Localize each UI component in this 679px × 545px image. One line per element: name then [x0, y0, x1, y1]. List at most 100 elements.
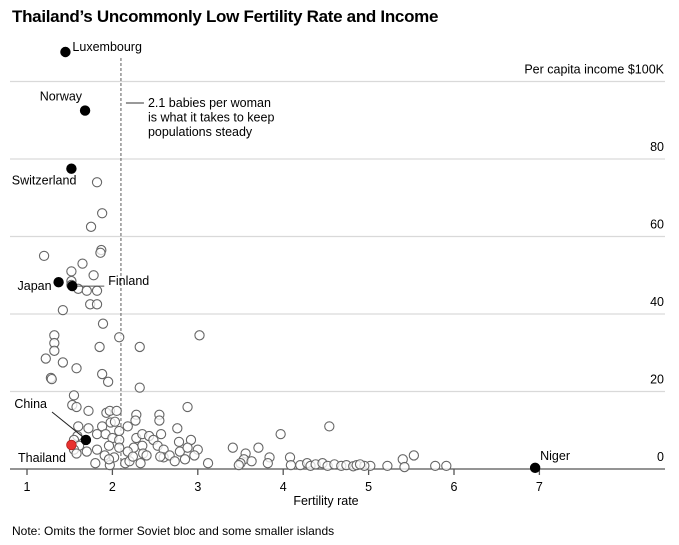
data-point [49, 345, 60, 356]
data-point [95, 247, 106, 258]
data-point [127, 451, 139, 462]
x-tick-label-7: 7 [536, 480, 543, 494]
data-point [182, 401, 193, 413]
japan-label: Japan [18, 279, 52, 293]
data-point [91, 177, 103, 188]
data-point [71, 448, 82, 459]
data-point [253, 442, 264, 453]
data-point [179, 454, 191, 465]
x-tick-label-2: 2 [109, 480, 116, 494]
data-point [122, 421, 133, 432]
niger-point [529, 462, 541, 474]
data-point [189, 450, 200, 461]
data-point [169, 456, 180, 467]
data-point [97, 318, 109, 329]
data-point [46, 373, 57, 385]
data-point [275, 428, 286, 440]
data-point [114, 332, 125, 343]
thailand-label: Thailand [18, 451, 66, 465]
data-point [57, 304, 69, 316]
data-point [94, 341, 105, 353]
data-point [172, 423, 183, 434]
data-point [155, 428, 167, 440]
data-point [154, 415, 165, 426]
data-point [114, 425, 125, 437]
data-point [68, 390, 80, 401]
norway-label: Norway [40, 90, 83, 104]
data-point [81, 285, 92, 296]
x-tick-label-4: 4 [280, 480, 287, 494]
data-point [202, 458, 214, 469]
labeled-points: Luxembourg Norway Switzerland Japan Finland C… [12, 40, 570, 474]
data-point [285, 459, 297, 471]
data-point [194, 330, 205, 341]
gridlines: 0 20 40 60 80 Per capita income $100K [10, 63, 665, 464]
switzerland-point [66, 163, 77, 174]
x-axis-label: Fertility rate [293, 494, 358, 508]
data-point [77, 258, 88, 269]
reference-annotation-line: populations steady [148, 125, 253, 139]
data-point [97, 208, 108, 219]
footnote: Note: Omits the former Soviet bloc and s… [12, 524, 335, 538]
reference-annotation-line: 2.1 babies per woman [148, 96, 271, 110]
data-point [103, 454, 115, 465]
finland-label: Finland [108, 274, 149, 288]
data-point [91, 285, 103, 296]
y-tick-label-40: 40 [650, 295, 664, 309]
data-point [103, 440, 115, 451]
data-point [88, 270, 99, 281]
thailand-point [66, 439, 77, 451]
data-point [38, 250, 50, 262]
data-point [91, 428, 103, 440]
switzerland-label: Switzerland [12, 174, 77, 188]
data-point [111, 405, 122, 417]
data-point [102, 376, 114, 387]
y-tick-label-80: 80 [650, 140, 664, 154]
data-point [324, 421, 335, 432]
data-point [354, 459, 366, 470]
data-point [173, 436, 185, 448]
luxembourg-point [60, 46, 71, 58]
y-tick-label-100: Per capita income $100K [524, 63, 664, 77]
finland-point [67, 280, 78, 292]
x-axis: 1 2 3 4 5 6 7 [10, 468, 665, 494]
data-point [66, 266, 77, 277]
china-leader [51, 411, 84, 438]
data-point [408, 450, 420, 461]
data-point [430, 460, 441, 472]
data-point [81, 446, 92, 457]
data-point [114, 442, 125, 453]
data-point [134, 341, 145, 353]
scatter-points [38, 177, 452, 473]
data-point [141, 450, 152, 461]
japan-point [53, 277, 64, 288]
chart-title: Thailand’s Uncommonly Low Fertility Rate… [12, 7, 439, 26]
data-point [134, 382, 145, 393]
data-point [382, 460, 393, 472]
y-tick-label-0: 0 [657, 450, 664, 464]
data-point [71, 401, 82, 413]
data-point [135, 458, 146, 469]
data-point [73, 421, 84, 432]
data-point [90, 458, 101, 469]
norway-point [79, 105, 91, 116]
data-point [233, 459, 244, 471]
data-point [182, 442, 193, 453]
data-point [40, 353, 51, 364]
data-point [109, 416, 121, 427]
x-tick-label-6: 6 [451, 480, 458, 494]
data-point [399, 461, 410, 473]
luxembourg-label: Luxembourg [72, 40, 142, 54]
x-tick-label-5: 5 [365, 480, 372, 494]
x-tick-label-3: 3 [194, 480, 201, 494]
data-point [155, 451, 166, 462]
china-label: China [14, 397, 47, 411]
data-point [83, 405, 94, 417]
data-point [85, 221, 97, 232]
data-point [97, 368, 108, 380]
data-point [91, 444, 103, 455]
x-tick-label-1: 1 [24, 480, 31, 494]
data-point [91, 299, 103, 310]
data-point [57, 357, 69, 368]
